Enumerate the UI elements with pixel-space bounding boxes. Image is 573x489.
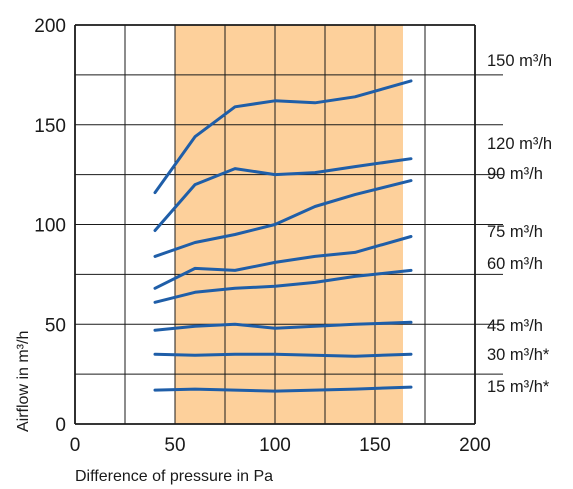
y-tick-label: 50 xyxy=(45,315,66,336)
series-line xyxy=(153,79,413,195)
series-line xyxy=(153,352,413,358)
x-tick-label: 200 xyxy=(459,435,491,456)
series-label: 15 m³/h* xyxy=(487,378,550,396)
x-tick-label: 100 xyxy=(259,435,291,456)
y-axis-title: Airflow in m³/h xyxy=(15,331,32,432)
x-tick-label: 0 xyxy=(70,435,81,456)
series-label: 30 m³/h* xyxy=(487,346,550,364)
y-tick-label: 200 xyxy=(34,16,66,37)
series-label: 90 m³/h xyxy=(487,165,543,183)
x-axis-title: Difference of pressure in Pa xyxy=(75,468,273,485)
tick-labels: 0 50 100 150 200 0 50 100 150 200 xyxy=(34,16,491,456)
series-label: 150 m³/h xyxy=(487,52,552,70)
series-line xyxy=(153,235,413,290)
grid xyxy=(74,24,503,425)
series-line xyxy=(153,320,413,332)
series-line xyxy=(153,157,413,232)
series-label: 75 m³/h xyxy=(487,223,543,241)
x-tick-label: 150 xyxy=(359,435,391,456)
series-line xyxy=(153,179,413,258)
series-line xyxy=(153,385,413,393)
x-tick-label: 50 xyxy=(164,435,185,456)
y-tick-label: 150 xyxy=(34,116,66,137)
y-tick-label: 0 xyxy=(55,415,66,436)
series-lines xyxy=(153,79,413,393)
series-labels: 150 m³/h 120 m³/h 90 m³/h 75 m³/h 60 m³/h 45 … xyxy=(487,52,552,396)
series-line xyxy=(153,268,413,304)
series-label: 120 m³/h xyxy=(487,135,552,153)
series-label: 60 m³/h xyxy=(487,255,543,273)
series-label: 45 m³/h xyxy=(487,317,543,335)
y-tick-label: 100 xyxy=(34,216,66,237)
